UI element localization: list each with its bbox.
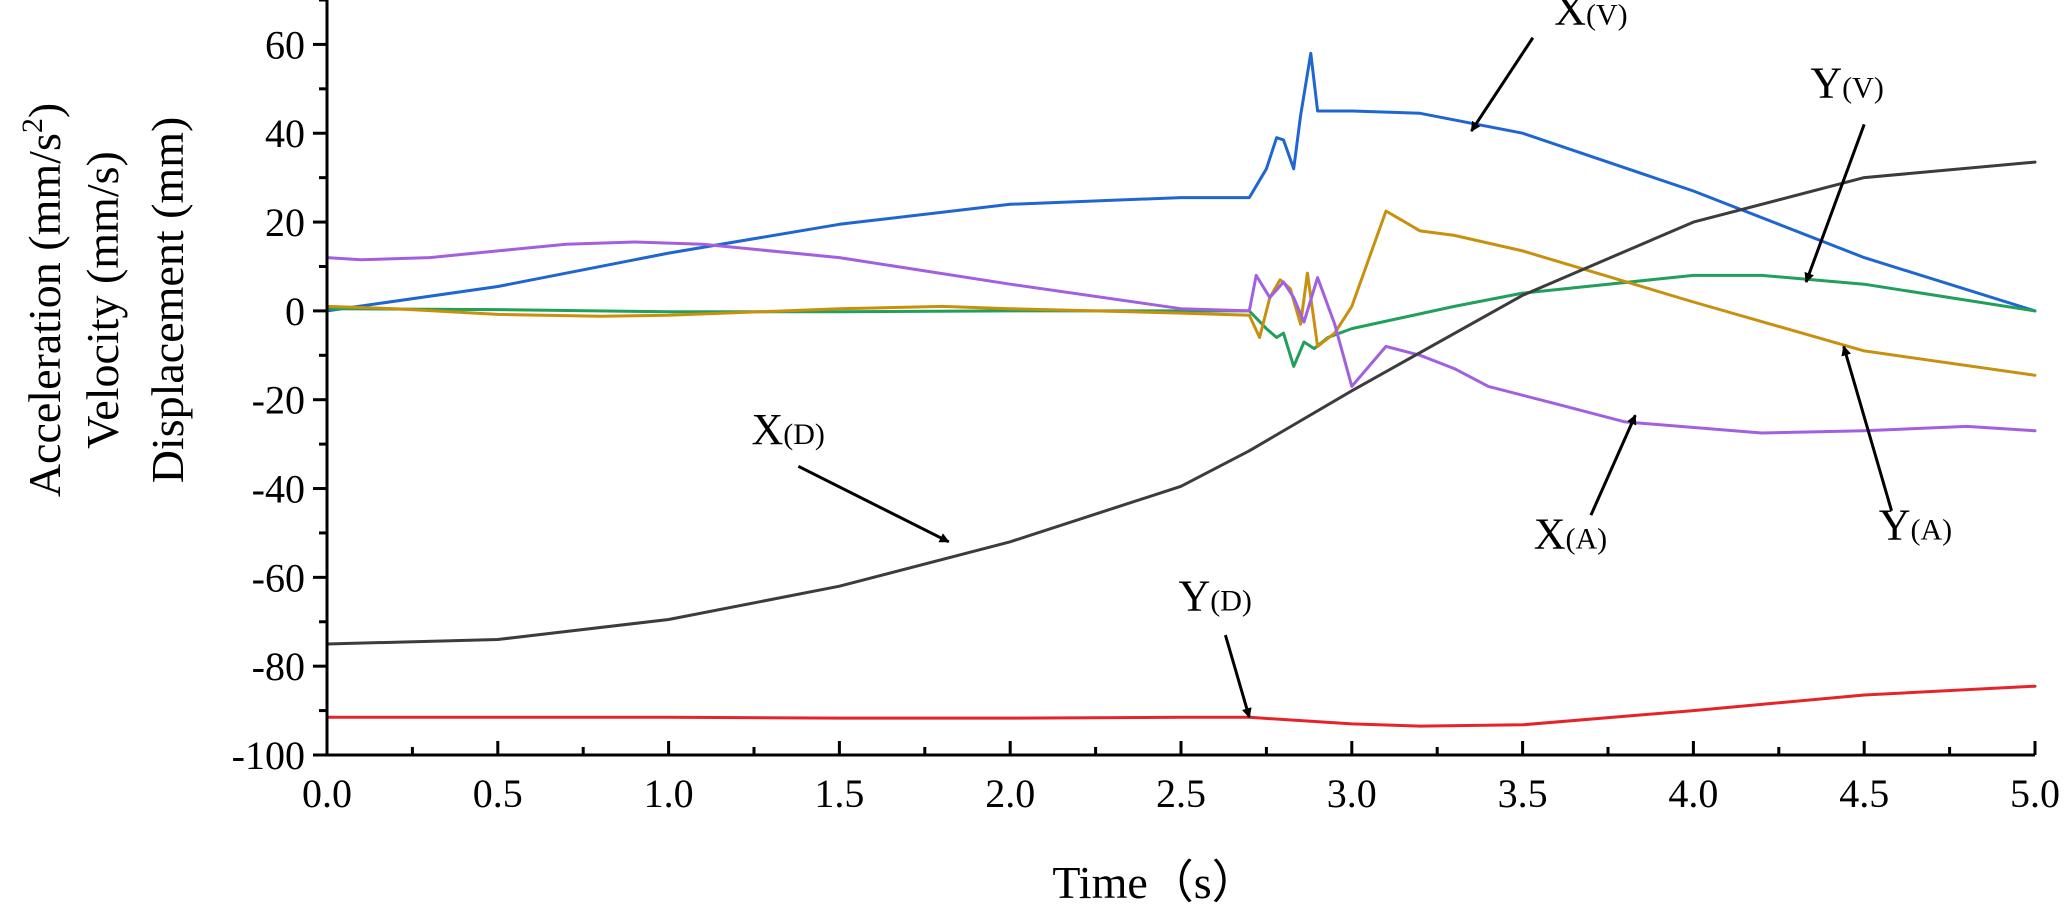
x-tick-label: 4.0: [1668, 771, 1718, 816]
y-axis-title-line-1-close: ): [19, 103, 70, 118]
x-tick-label: 3.0: [1327, 771, 1377, 816]
y-tick-label: 20: [265, 200, 305, 245]
series-line-ya: [325, 209, 2037, 377]
y-tick-label: -40: [252, 467, 305, 512]
annotation-label-main: Y: [1178, 572, 1210, 621]
annotation-label: Y(D): [1178, 572, 1251, 621]
annotation-arrow: [1470, 36, 1535, 132]
annotation-arrow: [1589, 414, 1637, 516]
annotation-arrow: [1804, 123, 1866, 283]
x-tick-label: 0.5: [473, 771, 523, 816]
annotation-label: Y(V): [1810, 59, 1883, 108]
y-tick-label: 60: [265, 22, 305, 67]
series-group: [325, 51, 2037, 728]
y-axis-title-line-1-main: Acceleration (mm/s: [19, 133, 70, 497]
annotation-label-sub: (D): [783, 418, 825, 451]
annotation-label-sub: (D): [1210, 585, 1252, 618]
annotation-label-sub: (V): [1842, 72, 1884, 105]
series-line-xa: [325, 240, 2037, 435]
y-axis-title-line-3: Displacement (mm): [142, 117, 193, 484]
annotation-label: X(A): [1534, 509, 1607, 558]
y-tick-label: 40: [265, 111, 305, 156]
series-annotation: Y(V): [1804, 59, 1884, 283]
series-annotation: Y(D): [1178, 572, 1252, 719]
x-tick-label: 1.5: [814, 771, 864, 816]
annotation-label-main: X: [1534, 509, 1566, 558]
y-tick-label: 0: [285, 289, 305, 334]
y-axis-title-line-2: Velocity (mm/s): [77, 151, 128, 449]
y-tick-label: -60: [252, 555, 305, 600]
x-tick-label: 0.0: [302, 771, 352, 816]
annotation-label: Y(A): [1879, 501, 1952, 550]
annotation-label: X(V): [1554, 0, 1627, 34]
annotation-label-sub: (A): [1565, 522, 1607, 555]
x-tick-label: 1.0: [644, 771, 694, 816]
y-axis-title: Acceleration (mm/s2) Velocity (mm/s) Dis…: [16, 103, 193, 497]
annotation-label-sub: (V): [1586, 0, 1628, 31]
y-axis: -100 -80 -60 -40 -20 0 20 40 60: [232, 0, 329, 778]
series-annotation: X(A): [1534, 414, 1637, 558]
series-annotation: X(V): [1470, 0, 1628, 132]
annotation-arrow: [797, 464, 950, 544]
plot-area: X(V)Y(V)X(A) Y(A)X(D)Y(D): [325, 0, 2037, 728]
series-line-xd: [325, 160, 2037, 646]
series-line-yd: [325, 684, 2037, 728]
annotation-arrow: [1223, 634, 1252, 719]
x-tick-label: 4.5: [1839, 771, 1889, 816]
annotation-label-main: Y: [1879, 501, 1911, 550]
annotation-label-main: Y: [1810, 59, 1842, 108]
y-tick-label: -80: [252, 644, 305, 689]
x-tick-label: 2.0: [985, 771, 1035, 816]
x-tick-label: 2.5: [1156, 771, 1206, 816]
annotation-group: X(V)Y(V)X(A) Y(A)X(D)Y(D): [751, 0, 1952, 719]
y-axis-title-line-1: Acceleration (mm/s2): [16, 103, 70, 497]
series-annotation: Y(A): [1841, 345, 1952, 550]
x-axis-title: Time（s）: [1052, 857, 1257, 906]
y-tick-label: -20: [252, 378, 305, 423]
series-annotation: X(D): [751, 405, 950, 544]
series-line-yv: [325, 273, 2037, 368]
x-tick-label: 3.5: [1498, 771, 1548, 816]
annotation-label: X(D): [751, 405, 824, 454]
annotation-label-sub: (A): [1911, 514, 1953, 547]
y-axis-title-line-1-sup: 2: [16, 118, 49, 133]
x-tick-label: 5.0: [2010, 771, 2060, 816]
y-ticks: -100 -80 -60 -40 -20 0 20 40 60: [232, 0, 327, 778]
series-line-xv: [325, 51, 2037, 313]
annotation-label-main: X: [1554, 0, 1586, 34]
x-ticks: 0.0 0.5 1.0 1.5 2.0 2.5 3.0 3.5 4.0 4.5 5.0: [302, 741, 2060, 816]
annotation-arrow: [1841, 345, 1893, 512]
annotation-label-main: X: [751, 405, 783, 454]
x-axis: 0.0 0.5 1.0 1.5 2.0 2.5 3.0 3.5 4.0 4.5 5.0: [302, 741, 2060, 816]
y-tick-label: -100: [232, 733, 305, 778]
